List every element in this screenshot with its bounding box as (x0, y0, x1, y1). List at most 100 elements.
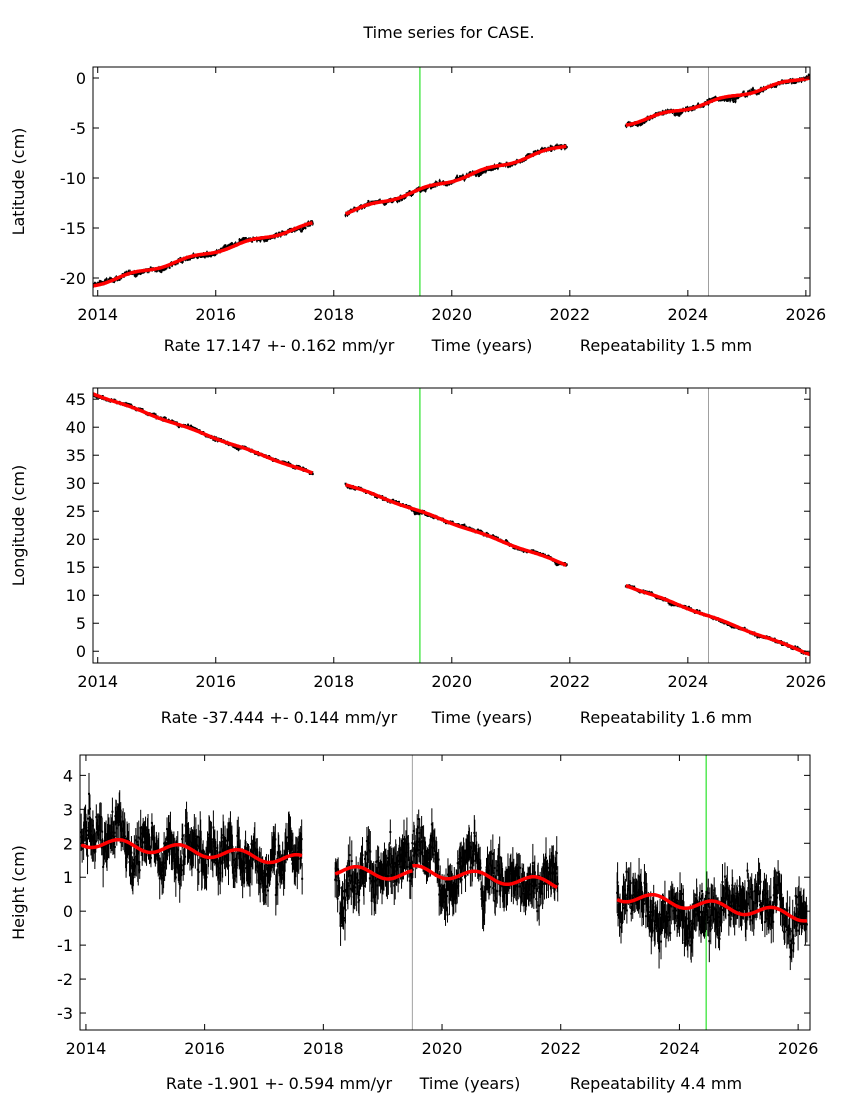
data-point (141, 408, 144, 411)
data-point (734, 100, 737, 103)
data-point (687, 605, 690, 608)
data-point (189, 424, 192, 427)
data-point (485, 169, 488, 172)
data-point (461, 174, 464, 177)
data-point (287, 461, 290, 464)
chart-title: Time series for CASE. (362, 23, 534, 42)
data-point (727, 97, 730, 100)
data-point (251, 240, 254, 243)
data-point (673, 111, 676, 114)
data-point (444, 522, 447, 525)
data-point (508, 165, 511, 168)
data-point (438, 179, 441, 182)
data-point (304, 227, 307, 230)
data-point (706, 99, 709, 102)
data-point (391, 201, 394, 204)
data-point (367, 200, 370, 203)
data-point (641, 122, 644, 125)
data-point (463, 523, 466, 526)
data-point (456, 175, 459, 178)
data-point (164, 417, 167, 420)
data-point (445, 184, 448, 187)
data-point (708, 98, 711, 101)
data-point (645, 120, 648, 123)
data-point (459, 175, 462, 178)
data-point (424, 513, 427, 516)
y-tick-label: -5 (70, 119, 86, 138)
data-point (189, 258, 192, 261)
data-point (751, 87, 754, 90)
data-point (732, 100, 735, 103)
data-point (160, 270, 163, 273)
data-point (418, 513, 421, 516)
data-point (762, 89, 765, 92)
x-tick-label: 2018 (313, 305, 354, 324)
panel-2: 2014 2016 2018 2020 2022 2024 2026454035302520… (9, 387, 826, 727)
data-point (237, 448, 240, 451)
data-point (476, 528, 479, 531)
data-point (311, 473, 314, 476)
data-point (424, 189, 427, 192)
data-point (650, 591, 653, 594)
data-point (302, 466, 305, 469)
data-point (781, 79, 784, 82)
data-point (697, 103, 700, 106)
data-point (678, 114, 681, 117)
data-point (670, 604, 673, 607)
y-tick-label: -20 (60, 269, 86, 288)
data-point (729, 97, 732, 100)
y-tick-label: -10 (60, 169, 86, 188)
fit-line-segment-3 (625, 76, 810, 127)
data-point (297, 464, 300, 467)
y-tick-label: -15 (60, 219, 86, 238)
data-point (729, 99, 732, 102)
data-point (685, 106, 688, 109)
data-point (311, 222, 314, 225)
data-point (719, 99, 722, 102)
data-point (505, 539, 508, 542)
data-point (565, 146, 568, 149)
data-point (757, 92, 760, 95)
data-point (153, 412, 156, 415)
data-point (181, 260, 184, 263)
x-tick-label: 2014 (77, 305, 118, 324)
data-point (429, 187, 432, 190)
data-point (633, 585, 636, 588)
data-point (483, 170, 486, 173)
data-point (790, 81, 793, 84)
data-point (164, 267, 167, 270)
data-point (696, 609, 699, 612)
data-point (204, 255, 207, 258)
data-point (549, 145, 552, 148)
data-point (755, 92, 758, 95)
data-point (412, 510, 415, 513)
repeatability-label: Repeatability 1.5 mm (580, 336, 752, 355)
data-point (397, 500, 400, 503)
data-point (266, 239, 269, 242)
data-point (748, 89, 751, 92)
fit-line-segment-2 (344, 144, 567, 216)
data-point (565, 563, 568, 566)
x-tick-label: 2026 (786, 305, 827, 324)
data-point (99, 280, 102, 283)
data-point (168, 266, 171, 269)
data-point (241, 239, 244, 242)
x-tick-label: 2016 (195, 305, 236, 324)
y-tick-label: 0 (76, 69, 86, 88)
data-point (475, 174, 478, 177)
data-point (698, 610, 701, 613)
data-point (395, 500, 398, 503)
data-point (238, 238, 241, 241)
data-point (496, 167, 499, 170)
data-point (485, 531, 488, 534)
data-point (418, 512, 421, 515)
data-point (190, 425, 193, 428)
data-point (742, 90, 745, 93)
data-point (488, 168, 491, 171)
data-point (434, 185, 437, 188)
data-point (187, 423, 190, 426)
data-point (210, 254, 213, 257)
data-point (398, 199, 401, 202)
rate-label: Rate 17.147 +- 0.162 mm/yr (164, 336, 395, 355)
